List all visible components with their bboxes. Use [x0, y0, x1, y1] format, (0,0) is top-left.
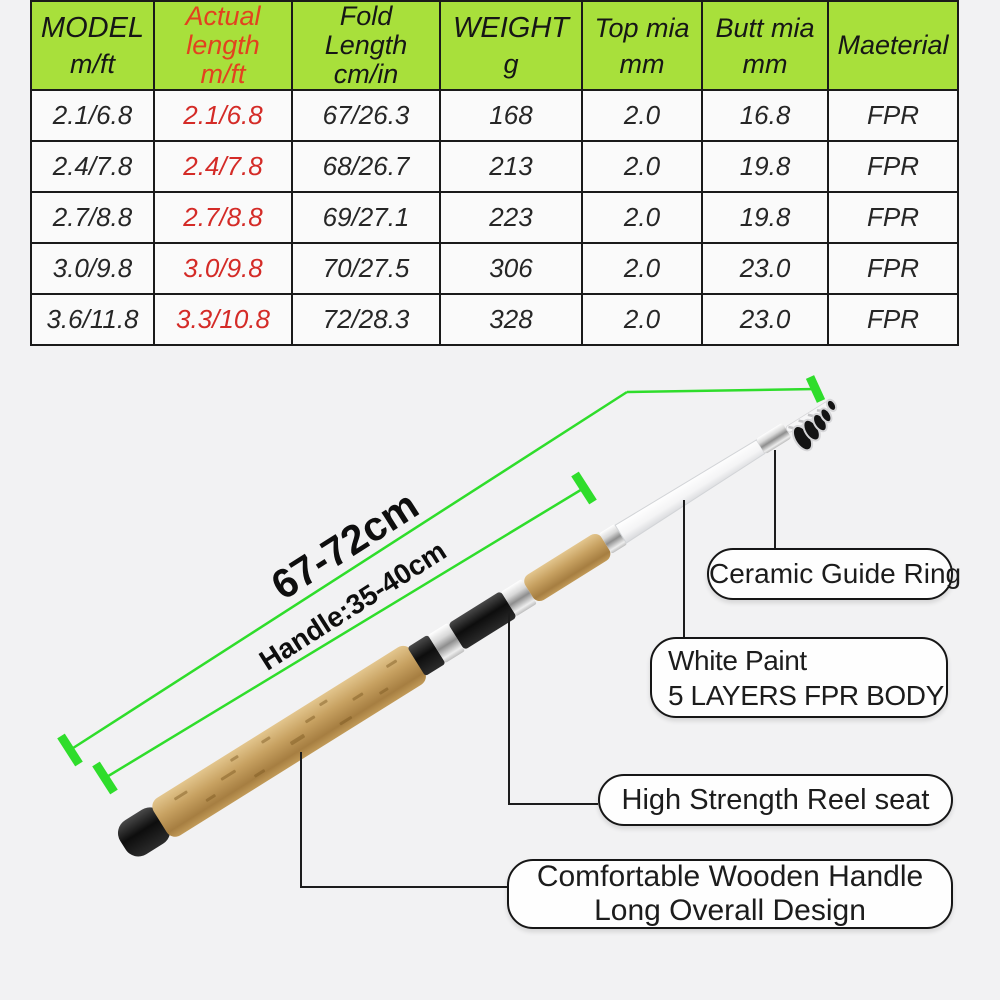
spec-cell: 19.8 [701, 140, 829, 193]
spec-cell: FPR [827, 89, 959, 142]
spec-header-material: Maeterial [827, 0, 959, 91]
handle-length-measure [92, 471, 597, 795]
header-line: WEIGHT [453, 11, 569, 44]
connector-reel-seat [508, 612, 598, 805]
spec-cell: FPR [827, 191, 959, 244]
spec-cell: 3.6/11.8 [30, 293, 155, 346]
spec-cell: 68/26.7 [291, 140, 441, 193]
spec-cell: FPR [827, 293, 959, 346]
spec-cell: 328 [439, 293, 583, 346]
reel-seat-silver-ring-front [501, 579, 537, 616]
spec-cell: 2.0 [581, 242, 703, 295]
header-line: g [503, 48, 519, 79]
callout-wooden-handle: Comfortable Wooden Handle Long Overall D… [507, 859, 953, 929]
rod-fore-grip [524, 533, 611, 602]
rod-white-blank [614, 439, 766, 544]
spec-cell: 3.0/9.8 [30, 242, 155, 295]
spec-table: MODEL m/ft Actual length m/ft Fold Lengt… [30, 0, 959, 346]
callout-reel-seat: High Strength Reel seat [598, 774, 953, 826]
spec-cell: 2.0 [581, 191, 703, 244]
ceramic-guide-rings [791, 398, 838, 452]
spec-cell: 2.0 [581, 140, 703, 193]
spec-cell: 2.4/7.8 [153, 140, 293, 193]
spec-cell: 213 [439, 140, 583, 193]
spec-cell: 70/27.5 [291, 242, 441, 295]
callout-text: White Paint [668, 644, 807, 676]
spec-cell: 72/28.3 [291, 293, 441, 346]
spec-header-model: MODEL m/ft [30, 0, 155, 91]
callout-text: 5 LAYERS FPR BODY [668, 679, 944, 711]
rod-length-measure [57, 375, 826, 767]
header-line: Top mia [594, 12, 690, 43]
spec-cell: 306 [439, 242, 583, 295]
reel-seat-rear-grip [408, 635, 445, 676]
spec-row: 3.0/9.8 3.0/9.8 70/27.5 306 2.0 23.0 FPR [30, 242, 959, 295]
spec-cell: 2.0 [581, 293, 703, 346]
tip-guide [825, 398, 838, 412]
spec-row: 2.1/6.8 2.1/6.8 67/26.3 168 2.0 16.8 FPR [30, 89, 959, 142]
header-line: Length [324, 30, 408, 60]
spec-cell: 16.8 [701, 89, 829, 142]
fore-grip-collar [599, 524, 627, 554]
spec-cell: FPR [827, 140, 959, 193]
spec-header-butt-dia: Butt mia mm [701, 0, 829, 91]
connector-handle [300, 752, 507, 888]
spec-cell: 67/26.3 [291, 89, 441, 142]
spec-cell: FPR [827, 242, 959, 295]
spec-row: 2.4/7.8 2.4/7.8 68/26.7 213 2.0 19.8 FPR [30, 140, 959, 193]
spec-header-top-dia: Top mia mm [581, 0, 703, 91]
header-line: Butt mia [715, 12, 815, 43]
header-line: cm/in [333, 59, 399, 89]
header-line: m/ft [200, 59, 246, 89]
header-line: Actual [185, 1, 261, 31]
spec-header-actual-length: Actual length m/ft [153, 0, 293, 91]
spec-header-fold-length: Fold Length cm/in [291, 0, 441, 91]
callout-text: Comfortable Wooden Handle [536, 860, 924, 893]
header-line: Fold [339, 1, 393, 31]
callout-ceramic-guide-ring: Ceramic Guide Ring [707, 548, 962, 600]
spec-cell: 23.0 [701, 242, 829, 295]
spec-cell: 2.1/6.8 [30, 89, 155, 142]
rod-cork-handle [152, 645, 426, 837]
header-line: m/ft [70, 48, 115, 79]
spec-cell: 23.0 [701, 293, 829, 346]
header-line: Maeterial [837, 30, 949, 60]
spec-cell: 2.7/8.8 [153, 191, 293, 244]
spec-cell: 168 [439, 89, 583, 142]
callout-text: Long Overall Design [594, 894, 866, 927]
spec-cell: 2.4/7.8 [30, 140, 155, 193]
header-line: MODEL [40, 11, 145, 44]
spec-row: 3.6/11.8 3.3/10.8 72/28.3 328 2.0 23.0 F… [30, 293, 959, 346]
spec-row: 2.7/8.8 2.7/8.8 69/27.1 223 2.0 19.8 FPR [30, 191, 959, 244]
spec-cell: 223 [439, 191, 583, 244]
reel-seat-barrel [449, 592, 516, 649]
measure-tick [57, 733, 83, 767]
measure-tick [571, 471, 597, 505]
spec-cell: 3.3/10.8 [153, 293, 293, 346]
spec-cell: 2.0 [581, 89, 703, 142]
spec-cell: 69/27.1 [291, 191, 441, 244]
spec-cell: 3.0/9.8 [153, 242, 293, 295]
rod-butt-cap [117, 807, 171, 857]
rod-ferrule [757, 423, 791, 454]
callout-text: Ceramic Guide Ring [709, 558, 962, 589]
reel-seat-silver-ring-rear [428, 623, 465, 663]
header-line: mm [619, 48, 665, 79]
callout-text: High Strength Reel seat [621, 783, 930, 816]
measure-tick [805, 375, 826, 403]
header-line: length [186, 30, 260, 60]
spec-cell: 19.8 [701, 191, 829, 244]
header-line: mm [742, 48, 788, 79]
fishing-rod [117, 398, 838, 857]
spec-cell: 2.1/6.8 [153, 89, 293, 142]
callout-white-paint-body: White Paint 5 LAYERS FPR BODY [650, 637, 948, 718]
spec-cell: 2.7/8.8 [30, 191, 155, 244]
measure-tick [92, 761, 118, 795]
spec-header-row: MODEL m/ft Actual length m/ft Fold Lengt… [30, 0, 959, 91]
spec-header-weight: WEIGHT g [439, 0, 583, 91]
